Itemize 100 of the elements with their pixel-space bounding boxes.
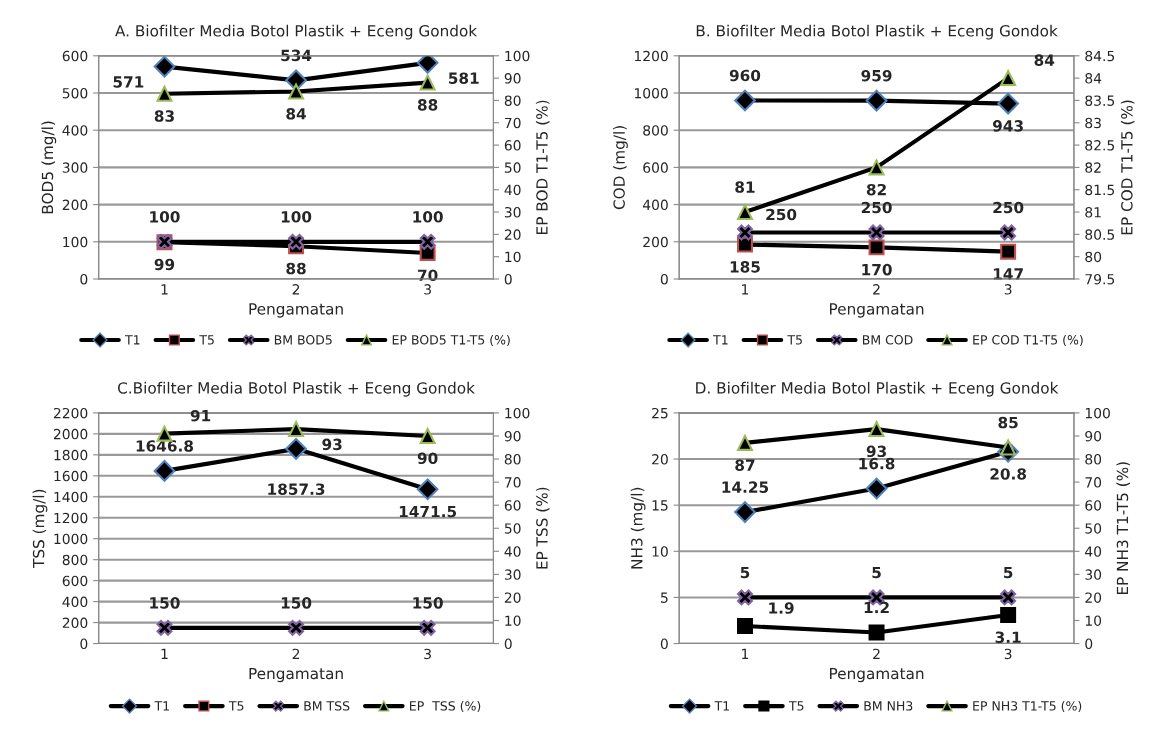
x-tick-label: 3: [1004, 284, 1012, 295]
y-tick-label: 2200: [53, 407, 88, 419]
y2-tick-label: 70: [1085, 477, 1102, 488]
data-label: 1.9: [769, 602, 794, 614]
data-label: 16.8: [859, 457, 895, 470]
y-tick-label: 600: [62, 50, 88, 62]
y2-tick-label: 82: [1085, 162, 1101, 173]
y2-tick-label: 60: [1085, 500, 1102, 511]
legend-label: EP BOD5 T1-T5 (%): [392, 334, 510, 347]
chart-title: B. Biofilter Media Botol Plastik + Eceng Gondok: [696, 24, 1058, 40]
y-tick-label: 5: [661, 592, 668, 603]
y-tick-label: 10: [652, 546, 668, 557]
y-tick-label: 100: [63, 236, 88, 248]
data-label: 88: [286, 262, 306, 275]
y2-tick-label: 10: [505, 615, 521, 626]
data-label: 150: [281, 597, 312, 609]
y-tick-label: 1000: [54, 533, 88, 545]
y2-tick-label: 60: [504, 500, 521, 511]
y-tick-label: 0: [660, 638, 668, 650]
data-label: 20.8: [990, 468, 1027, 480]
chart-title: C.Biofilter Media Botol Plastik + Eceng Gondok: [118, 381, 475, 397]
y2-tick-label: 20: [504, 592, 521, 603]
legend-label: EP COD T1-T5 (%): [973, 334, 1083, 347]
data-label: 1857.3: [268, 483, 325, 495]
x-tick-label: 2: [292, 648, 300, 659]
y-tick-label: 200: [643, 236, 668, 248]
x-axis-title: Pengamatan: [249, 667, 343, 683]
y2-tick-label: 83.5: [1085, 95, 1115, 106]
y2-tick-label: 10: [505, 251, 521, 263]
y2-tick-label: 90: [504, 73, 521, 84]
y2-axis-title: EP BOD T1-T5 (%): [535, 100, 550, 234]
y2-tick-label: 81: [1085, 207, 1101, 218]
y-tick-label: 600: [643, 162, 668, 173]
data-label: 1471.5: [399, 505, 457, 518]
y2-tick-label: 50: [504, 162, 521, 173]
y2-tick-label: 100: [1085, 407, 1110, 419]
y2-tick-label: 30: [504, 569, 521, 580]
y-tick-label: 500: [62, 87, 88, 99]
data-label: 85: [998, 416, 1018, 429]
data-label: 534: [281, 49, 312, 62]
x-tick-label: 3: [424, 648, 431, 660]
legend-label: T1: [124, 335, 140, 345]
legend-label: BM NH3: [864, 701, 913, 711]
y-tick-label: 300: [62, 162, 88, 173]
y-tick-label: 2000: [53, 428, 88, 440]
y2-tick-label: 90: [1085, 430, 1102, 442]
y2-tick-label: 70: [504, 117, 521, 129]
legend-label: T5: [199, 335, 214, 345]
x-axis-title: Pengamatan: [249, 303, 343, 318]
x-tick-label: 1: [161, 648, 168, 659]
y2-tick-label: 79.5: [1085, 273, 1115, 285]
y2-tick-label: 70: [504, 477, 521, 488]
y-tick-label: 800: [62, 554, 88, 566]
y2-tick-label: 0: [504, 638, 512, 650]
y2-tick-label: 30: [504, 207, 521, 218]
y-tick-label: 200: [62, 199, 88, 211]
y2-tick-label: 20: [504, 229, 521, 240]
y-axis-title: TSS (mg/l): [32, 489, 48, 569]
y2-tick-label: 40: [1085, 546, 1102, 557]
data-label: 90: [417, 452, 438, 465]
data-label: 150: [413, 597, 443, 609]
y-tick-label: 15: [652, 500, 668, 511]
data-label: 93: [322, 438, 342, 451]
legend-label: T5: [788, 701, 804, 711]
y-tick-label: 0: [660, 273, 668, 285]
x-tick-label: 2: [873, 648, 880, 659]
data-label: 100: [150, 211, 180, 223]
y-tick-label: 200: [62, 617, 88, 629]
x-tick-label: 1: [742, 648, 749, 659]
data-label: 88: [417, 99, 438, 111]
chart-title: D. Biofilter Media Botol Plastik + Eceng Gondok: [696, 381, 1059, 397]
data-label: 147: [993, 268, 1023, 280]
y2-axis-title: EP COD T1-T5 (%): [1120, 100, 1135, 235]
y-tick-label: 600: [62, 575, 88, 587]
y2-axis-title: EP NH3 T1-T5 (%): [1116, 462, 1131, 595]
data-label: 943: [992, 120, 1023, 132]
y2-tick-label: 84.5: [1085, 50, 1115, 62]
x-tick-label: 2: [292, 284, 300, 295]
y-axis-title: COD (mg/l): [613, 126, 628, 210]
y2-tick-label: 84: [1085, 73, 1102, 84]
data-label: 150: [150, 597, 180, 609]
data-label: 250: [861, 201, 892, 214]
data-label: 83: [154, 110, 174, 122]
x-tick-label: 3: [424, 284, 431, 295]
y2-tick-label: 30: [1085, 569, 1102, 580]
data-label: 100: [281, 211, 312, 223]
y-tick-label: 1200: [54, 512, 88, 524]
x-tick-label: 3: [1004, 648, 1012, 660]
chart-title: A. Biofilter Media Botol Plastik + Eceng Gondok: [115, 24, 478, 40]
data-label: 14.25: [722, 481, 769, 493]
y2-tick-label: 83: [1085, 117, 1101, 129]
data-label: 70: [418, 269, 438, 281]
y-tick-label: 20: [652, 454, 668, 465]
data-label: 99: [154, 258, 175, 271]
legend-label: T5: [787, 335, 802, 345]
y-tick-label: 1000: [634, 87, 668, 99]
y2-tick-label: 80.5: [1085, 229, 1115, 240]
y2-tick-label: 100: [505, 50, 530, 62]
data-label: 5: [1004, 566, 1013, 579]
data-label: 959: [861, 69, 892, 82]
